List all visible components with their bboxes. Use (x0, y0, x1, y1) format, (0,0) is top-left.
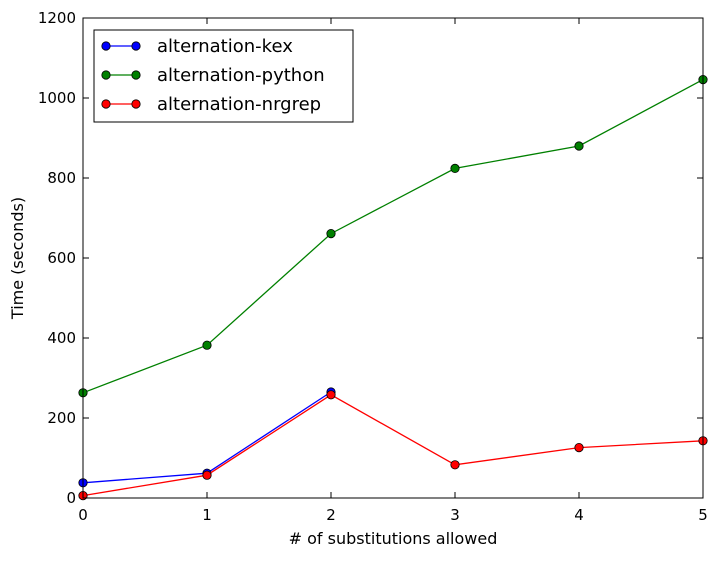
data-point-alternation-python (202, 340, 212, 350)
y-tick-label: 800 (47, 169, 76, 187)
y-tick-label: 600 (47, 249, 76, 267)
legend-marker-alternation-python (131, 70, 141, 80)
data-point-alternation-nrgrep (450, 460, 460, 470)
x-axis-title: # of substitutions allowed (289, 529, 498, 548)
series-line-alternation-nrgrep (82, 394, 704, 497)
y-tick-label: 0 (66, 489, 76, 507)
series-line-alternation-python (82, 79, 704, 394)
x-tick-label: 5 (698, 506, 708, 524)
legend-label-alternation-kex: alternation-kex (157, 36, 293, 57)
data-point-alternation-python (574, 141, 584, 151)
series-layer (78, 75, 708, 501)
y-axis-title: Time (seconds) (8, 197, 27, 320)
legend-marker-alternation-python (101, 70, 111, 80)
y-tick-label: 400 (47, 329, 76, 347)
legend-label-alternation-nrgrep: alternation-nrgrep (157, 94, 321, 115)
tick-labels: 0 1 2 3 4 5 0 200 400 600 800 1000 1200 (38, 9, 708, 524)
x-tick-label: 0 (78, 506, 88, 524)
data-point-alternation-python (326, 229, 336, 239)
legend-label-alternation-python: alternation-python (157, 65, 325, 86)
x-tick-label: 1 (202, 506, 212, 524)
legend: alternation-kex alternation-python alterna… (93, 29, 354, 123)
y-tick-label: 1200 (38, 9, 76, 27)
x-tick-label: 3 (450, 506, 460, 524)
y-tick-label: 1000 (38, 89, 76, 107)
legend-marker-alternation-kex (131, 41, 141, 51)
data-point-alternation-nrgrep (574, 442, 584, 453)
axes-layer (82, 17, 704, 499)
data-point-alternation-python (450, 163, 460, 173)
legend-marker-alternation-kex (101, 41, 111, 51)
data-point-alternation-nrgrep (202, 470, 212, 480)
legend-marker-alternation-nrgrep (101, 99, 111, 109)
y-tick-label: 200 (47, 409, 76, 427)
data-point-alternation-nrgrep (326, 390, 336, 400)
legend-marker-alternation-nrgrep (131, 99, 141, 109)
x-tick-label: 2 (326, 506, 336, 524)
x-tick-label: 4 (574, 506, 584, 524)
